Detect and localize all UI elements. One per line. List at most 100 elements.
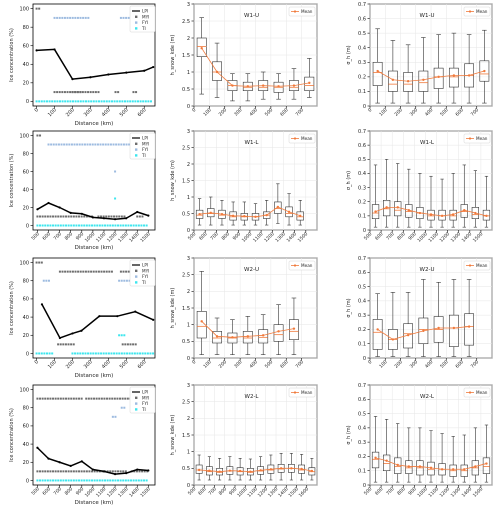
sigma-W2-U-xtick-label: 500 xyxy=(439,359,449,369)
box-W1-L-ytick-label: 1 xyxy=(187,195,190,201)
ice-W2-U-xtick-label: 100 xyxy=(47,359,58,370)
ice-W2-L-ytick-label: 80 xyxy=(23,406,29,412)
ice-W1-L-myi-point xyxy=(102,215,105,218)
box-W2-U-mean-point xyxy=(215,335,219,338)
ice-W2-L-ti-point xyxy=(122,479,125,482)
ice-W2-U-ytick-label: 100 xyxy=(19,260,29,266)
sigma-W1-U-box xyxy=(433,67,444,89)
ice-W2-L-myi-point xyxy=(106,470,109,473)
box-W1-U-ytick-label: 1 xyxy=(187,70,190,76)
ice-W1-L-fyi-point xyxy=(52,143,55,146)
ice-W1-U-ti-point xyxy=(139,100,142,103)
sigma-W2-L-xtick-label: 1100 xyxy=(427,486,440,499)
ice-W1-U-xtick-label: 200 xyxy=(65,107,76,118)
sigma-W2-L-mean-point xyxy=(418,465,422,468)
ice-W2-L-ytick-label: 40 xyxy=(23,442,29,448)
sigma-W1-U-ylabel: σ_h (m) xyxy=(346,45,352,64)
ice-W1-L-ti-point xyxy=(39,224,42,227)
box-W2-L-ytick-label: 1 xyxy=(187,449,190,455)
ice-W2-U-myi-point xyxy=(92,270,95,273)
ice-W2-U-myi-point xyxy=(125,270,128,273)
box-W1-U-ylabel: h_snow_kde (m) xyxy=(170,35,176,76)
ice-W1-U-ti-point xyxy=(71,100,74,103)
sigma-W2-U-ytick-label: 0 xyxy=(363,356,366,362)
sigma-W2-L-xtick-label: 800 xyxy=(396,486,406,496)
sigma-W1-U-ytick-label: 0.1 xyxy=(358,89,366,95)
box-W2-L-ytick-label: 3 xyxy=(187,383,190,389)
ice-W1-L-xtick-label: 1300 xyxy=(117,231,130,244)
ice-W2-L-myi-point xyxy=(46,397,49,400)
ice-W2-U-fyi-point xyxy=(123,279,126,282)
box-W1-L-xtick-label: 700 xyxy=(209,231,219,241)
ice-W2-L-myi-point xyxy=(44,470,47,473)
sigma-W2-L-title: W2-L xyxy=(420,394,435,400)
ice-W1-L-myi-point xyxy=(85,215,88,218)
ice-W2-U-myi-point xyxy=(127,270,130,273)
ice-W2-L-myi-point xyxy=(62,397,65,400)
ice-W2-U-myi-point xyxy=(67,343,70,346)
ice-W1-U-ti-point xyxy=(131,100,134,103)
sigma-W1-L-xtick-label: 700 xyxy=(385,231,395,241)
box-W1-L-mean-point xyxy=(254,215,257,218)
ice-W2-L-ti-point xyxy=(98,479,101,482)
ice-W2-L-myi-point xyxy=(133,470,136,473)
ice-W2-L-xtick-label: 1400 xyxy=(128,486,141,499)
ice-W1-L-legend-label: TI xyxy=(141,153,146,158)
ice-W1-L-myi-point xyxy=(107,215,110,218)
ice-W1-U-ti-point xyxy=(95,100,98,103)
ice-W2-L-myi-point xyxy=(85,470,88,473)
ice-W1-U-myi-point xyxy=(56,91,59,94)
ice-W2-U-legend-label: TI xyxy=(141,280,146,285)
ice-W2-L-myi-point xyxy=(65,470,68,473)
ice-W2-L-myi-point xyxy=(106,397,109,400)
ice-W1-U-ti-point xyxy=(64,100,67,103)
ice-W1-U-ytick-label: 100 xyxy=(19,6,29,12)
ice-W1-L-fyi-point xyxy=(81,143,84,146)
ice-W1-L-myi-point xyxy=(105,215,108,218)
ice-W2-L-ti-point xyxy=(62,479,65,482)
ice-W1-U-fyi-point xyxy=(71,16,74,19)
ice-W2-L-xtick-label: 800 xyxy=(64,486,74,496)
ice-W2-U-ti-point xyxy=(84,352,87,355)
ice-W2-U-myi-point xyxy=(105,270,108,273)
ice-W1-L-fyi-point xyxy=(60,143,63,146)
ice-W1-L-myi-point xyxy=(44,215,47,218)
sigma-W1-L-xtick-label: 500 xyxy=(363,231,373,241)
ice-W2-U-myi-point xyxy=(134,343,137,346)
ice-W2-L-myi-point xyxy=(96,470,99,473)
ice-W2-L-myi-point xyxy=(46,470,49,473)
sigma-W1-L-mean-point xyxy=(451,213,455,216)
box-W1-U-ytick-label: 0.5 xyxy=(182,87,190,93)
ice-W2-L-ti-point xyxy=(52,479,55,482)
ice-W1-U-fyi-point xyxy=(82,16,85,19)
ice-W2-L-xtick-label: 1300 xyxy=(117,486,130,499)
ice-W1-L-xtick-label: 800 xyxy=(64,231,74,241)
ice-W2-L-fyi-point xyxy=(111,415,114,418)
ice-W1-L-legend-label: MYI xyxy=(142,141,149,146)
ice-W2-L-myi-point xyxy=(100,397,103,400)
ice-W2-U-ytick-label: 20 xyxy=(23,333,29,339)
ice-W1-U-ti-point xyxy=(82,100,85,103)
sigma-W1-U-xtick-label: 400 xyxy=(424,107,434,117)
box-W2-L-title: W2-L xyxy=(245,394,260,400)
ice-W2-U-ti-point xyxy=(43,352,46,355)
ice-W1-L-ti-point xyxy=(114,197,117,200)
ice-W2-U-legend-box xyxy=(129,259,156,287)
ice-W2-L-xlabel: Distance (km) xyxy=(75,500,114,506)
ice-W1-U-fyi-point xyxy=(79,16,82,19)
sigma-W1-L-mean-point xyxy=(440,214,444,218)
box-W1-U-xtick-label: 100 xyxy=(202,107,212,117)
ice-W2-L-fyi-point xyxy=(114,415,117,418)
sigma-W1-U-ytick-label: 0.5 xyxy=(358,31,366,37)
ice-W2-U-myi-point xyxy=(129,343,132,346)
ice-W1-L-myi-point xyxy=(110,215,113,218)
ice-W2-U-ti-point xyxy=(113,352,116,355)
ice-W2-L-ytick-label: 100 xyxy=(19,387,29,393)
ice-W1-U-myi-point xyxy=(76,91,79,94)
ice-W2-U-myi-point xyxy=(64,270,67,273)
sigma-W1-L-xtick-label: 600 xyxy=(374,231,384,241)
ice-W1-U-ti-point xyxy=(90,100,93,103)
sigma-W1-L-mean-point xyxy=(385,206,388,209)
ice-W1-L-fyi-point xyxy=(96,143,99,146)
ice-W2-L-ti-point xyxy=(101,479,104,482)
